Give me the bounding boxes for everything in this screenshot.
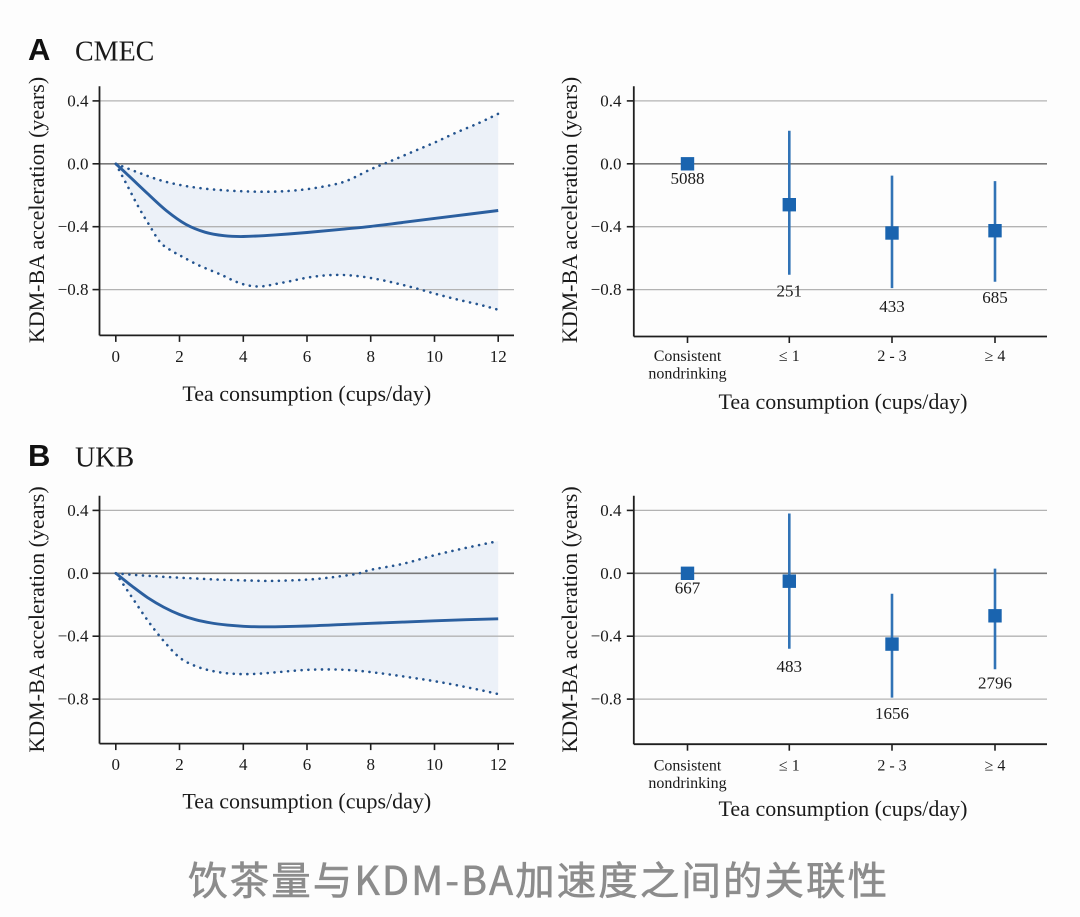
svg-text:2796: 2796	[978, 674, 1012, 693]
svg-text:2 - 3: 2 - 3	[877, 758, 906, 775]
svg-text:5088: 5088	[671, 169, 705, 188]
svg-text:−0.4: −0.4	[591, 217, 622, 236]
svg-text:0.0: 0.0	[67, 154, 88, 173]
svg-text:B: B	[28, 438, 50, 473]
svg-text:−0.8: −0.8	[58, 690, 89, 709]
svg-text:483: 483	[777, 657, 803, 676]
svg-text:667: 667	[675, 578, 701, 597]
svg-text:1656: 1656	[875, 704, 909, 723]
svg-text:4: 4	[239, 347, 248, 366]
svg-text:CMEC: CMEC	[75, 36, 154, 67]
svg-text:0.0: 0.0	[67, 564, 88, 583]
svg-text:8: 8	[366, 347, 375, 366]
svg-text:−0.4: −0.4	[58, 627, 89, 646]
svg-text:Consistent: Consistent	[654, 758, 722, 775]
svg-text:Tea consumption (cups/day): Tea consumption (cups/day)	[182, 789, 431, 814]
svg-text:251: 251	[777, 281, 803, 300]
svg-text:0.4: 0.4	[67, 91, 89, 110]
svg-text:2: 2	[175, 755, 184, 774]
svg-text:A: A	[28, 32, 50, 67]
svg-text:2: 2	[175, 347, 184, 366]
svg-text:0: 0	[112, 347, 121, 366]
svg-text:Tea consumption (cups/day): Tea consumption (cups/day)	[719, 796, 968, 821]
svg-text:−0.4: −0.4	[591, 627, 622, 646]
svg-text:Tea consumption (cups/day): Tea consumption (cups/day)	[182, 381, 431, 406]
svg-text:KDM-BA acceleration (years): KDM-BA acceleration (years)	[557, 486, 582, 752]
svg-text:KDM-BA acceleration (years): KDM-BA acceleration (years)	[24, 77, 49, 343]
svg-text:UKB: UKB	[75, 443, 134, 474]
svg-text:2 - 3: 2 - 3	[877, 348, 906, 365]
svg-text:10: 10	[426, 755, 443, 774]
svg-text:6: 6	[303, 755, 312, 774]
svg-text:≤ 1: ≤ 1	[779, 348, 800, 365]
svg-text:Consistent: Consistent	[654, 348, 722, 365]
svg-text:nondrinking: nondrinking	[648, 775, 726, 792]
svg-text:8: 8	[366, 755, 375, 774]
svg-text:−0.8: −0.8	[591, 280, 622, 299]
svg-text:≥ 4: ≥ 4	[985, 758, 1006, 775]
svg-text:0.4: 0.4	[600, 91, 622, 110]
svg-text:≥ 4: ≥ 4	[985, 348, 1006, 365]
svg-text:KDM-BA acceleration (years): KDM-BA acceleration (years)	[24, 486, 49, 752]
svg-text:Tea consumption (cups/day): Tea consumption (cups/day)	[719, 389, 968, 414]
svg-text:6: 6	[303, 347, 312, 366]
svg-text:12: 12	[490, 347, 507, 366]
svg-text:−0.8: −0.8	[58, 280, 89, 299]
svg-text:4: 4	[239, 755, 248, 774]
svg-text:0.0: 0.0	[600, 564, 621, 583]
svg-text:≤ 1: ≤ 1	[779, 758, 800, 775]
svg-text:10: 10	[426, 347, 443, 366]
svg-text:0.0: 0.0	[600, 154, 621, 173]
svg-text:−0.4: −0.4	[58, 217, 89, 236]
svg-text:12: 12	[490, 755, 507, 774]
svg-text:685: 685	[982, 288, 1008, 307]
svg-text:KDM-BA acceleration (years): KDM-BA acceleration (years)	[557, 77, 582, 343]
svg-text:433: 433	[879, 297, 905, 316]
svg-text:0: 0	[112, 755, 121, 774]
svg-text:0.4: 0.4	[600, 501, 622, 520]
svg-text:−0.8: −0.8	[591, 690, 622, 709]
svg-text:0.4: 0.4	[67, 501, 89, 520]
svg-text:nondrinking: nondrinking	[648, 366, 726, 383]
